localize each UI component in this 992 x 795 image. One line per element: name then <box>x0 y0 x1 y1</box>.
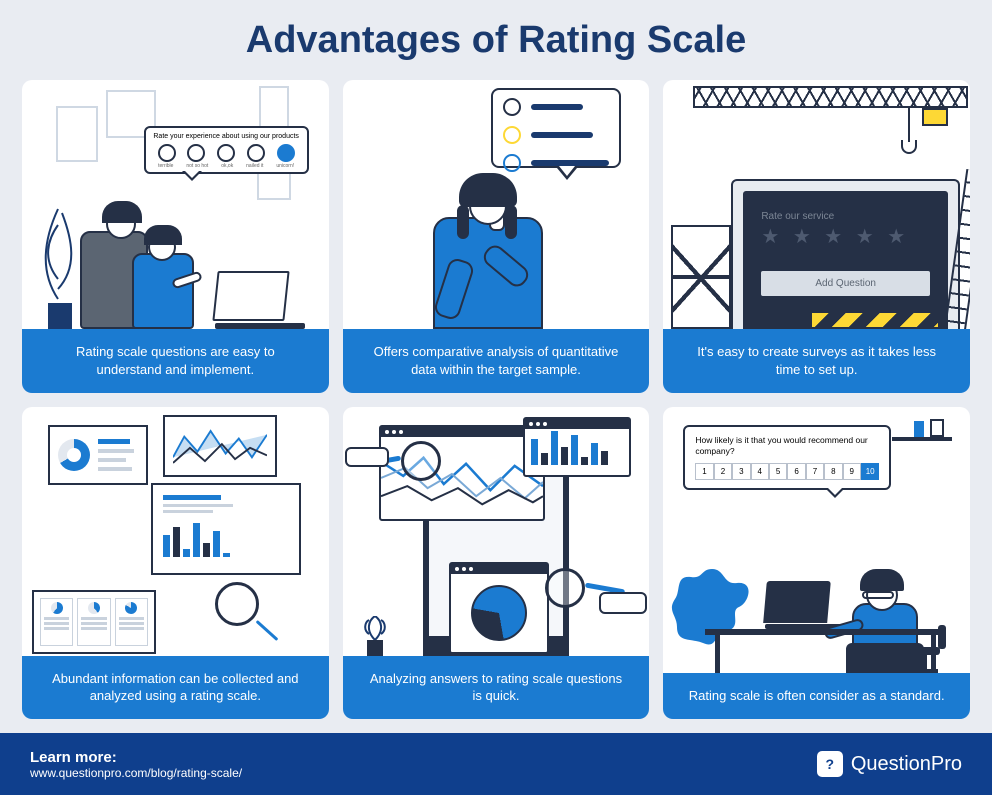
person-thinking <box>433 217 543 329</box>
nps-scale[interactable]: 12345678910 <box>695 463 879 480</box>
brand-badge-icon: ? <box>817 751 843 777</box>
illustration-construction: Rate our service ★ ★ ★ ★ ★ Add Question <box>663 80 970 329</box>
thought-bubble <box>491 88 621 168</box>
card-comparative-analysis: Offers comparative analysis of quantitat… <box>343 80 650 393</box>
card-caption: It's easy to create surveys as it takes … <box>663 329 970 392</box>
illustration-people-laptop: Rate your experience about using our pro… <box>22 80 329 329</box>
page: Advantages of Rating Scale Rate your exp… <box>0 0 992 795</box>
person-seated <box>132 253 194 329</box>
illustration-analysis <box>343 407 650 656</box>
laptop-icon <box>215 271 305 329</box>
nps-bubble: How likely is it that you would recommen… <box>683 425 891 490</box>
magnifier-icon <box>401 441 441 481</box>
learn-more-url[interactable]: www.questionpro.com/blog/rating-scale/ <box>30 766 242 780</box>
magnifier-icon <box>545 568 585 608</box>
card-standard: How likely is it that you would recommen… <box>663 407 970 720</box>
donut-chart-icon <box>58 439 90 471</box>
laptop-icon <box>765 581 843 629</box>
scaffold-icon <box>671 225 731 329</box>
nps-box-6[interactable]: 6 <box>787 463 805 480</box>
brand-logo: ? QuestionPro <box>817 751 962 777</box>
star-rating-icon: ★ ★ ★ ★ ★ <box>761 224 930 249</box>
nps-box-8[interactable]: 8 <box>824 463 842 480</box>
card-caption: Rating scale is often consider as a stan… <box>663 673 970 719</box>
illustration-dashboards <box>22 407 329 656</box>
brand-name: QuestionPro <box>851 753 962 776</box>
cards-grid: Rate your experience about using our pro… <box>0 80 992 733</box>
rate-service-label: Rate our service <box>761 211 930 222</box>
nps-box-2[interactable]: 2 <box>714 463 732 480</box>
add-question-button[interactable]: Add Question <box>761 271 930 296</box>
rating-banner-text: Rate your experience about using our pro… <box>152 133 301 140</box>
illustration-nps-desk: How likely is it that you would recommen… <box>663 407 970 674</box>
card-easy-to-understand: Rate your experience about using our pro… <box>22 80 329 393</box>
nps-box-10[interactable]: 10 <box>861 463 879 480</box>
bar-chart-icon <box>163 521 289 557</box>
crane-icon <box>693 86 968 108</box>
card-caption: Offers comparative analysis of quantitat… <box>343 329 650 392</box>
card-abundant-info: Abundant information can be collected an… <box>22 407 329 720</box>
survey-panel: Rate our service ★ ★ ★ ★ ★ Add Question <box>731 179 960 329</box>
page-title: Advantages of Rating Scale <box>0 0 992 80</box>
card-easy-to-create: Rate our service ★ ★ ★ ★ ★ Add Question … <box>663 80 970 393</box>
pie-chart-icon <box>471 585 527 641</box>
magnifier-icon <box>215 582 259 626</box>
nps-box-9[interactable]: 9 <box>843 463 861 480</box>
area-chart-icon <box>173 423 267 469</box>
nps-question: How likely is it that you would recommen… <box>695 435 879 457</box>
card-quick-analysis: Analyzing answers to rating scale questi… <box>343 407 650 720</box>
illustration-thinking-woman <box>343 80 650 329</box>
learn-more-label: Learn more: <box>30 749 242 766</box>
footer: Learn more: www.questionpro.com/blog/rat… <box>0 733 992 795</box>
plant-icon <box>357 616 393 656</box>
nps-box-7[interactable]: 7 <box>806 463 824 480</box>
nps-box-3[interactable]: 3 <box>732 463 750 480</box>
nps-box-1[interactable]: 1 <box>695 463 713 480</box>
barrier-icon <box>810 311 940 329</box>
card-caption: Rating scale questions are easy to under… <box>22 329 329 392</box>
nps-box-5[interactable]: 5 <box>769 463 787 480</box>
rating-banner: Rate your experience about using our pro… <box>144 126 309 174</box>
card-caption: Analyzing answers to rating scale questi… <box>343 656 650 719</box>
nps-box-4[interactable]: 4 <box>751 463 769 480</box>
card-caption: Abundant information can be collected an… <box>22 656 329 719</box>
